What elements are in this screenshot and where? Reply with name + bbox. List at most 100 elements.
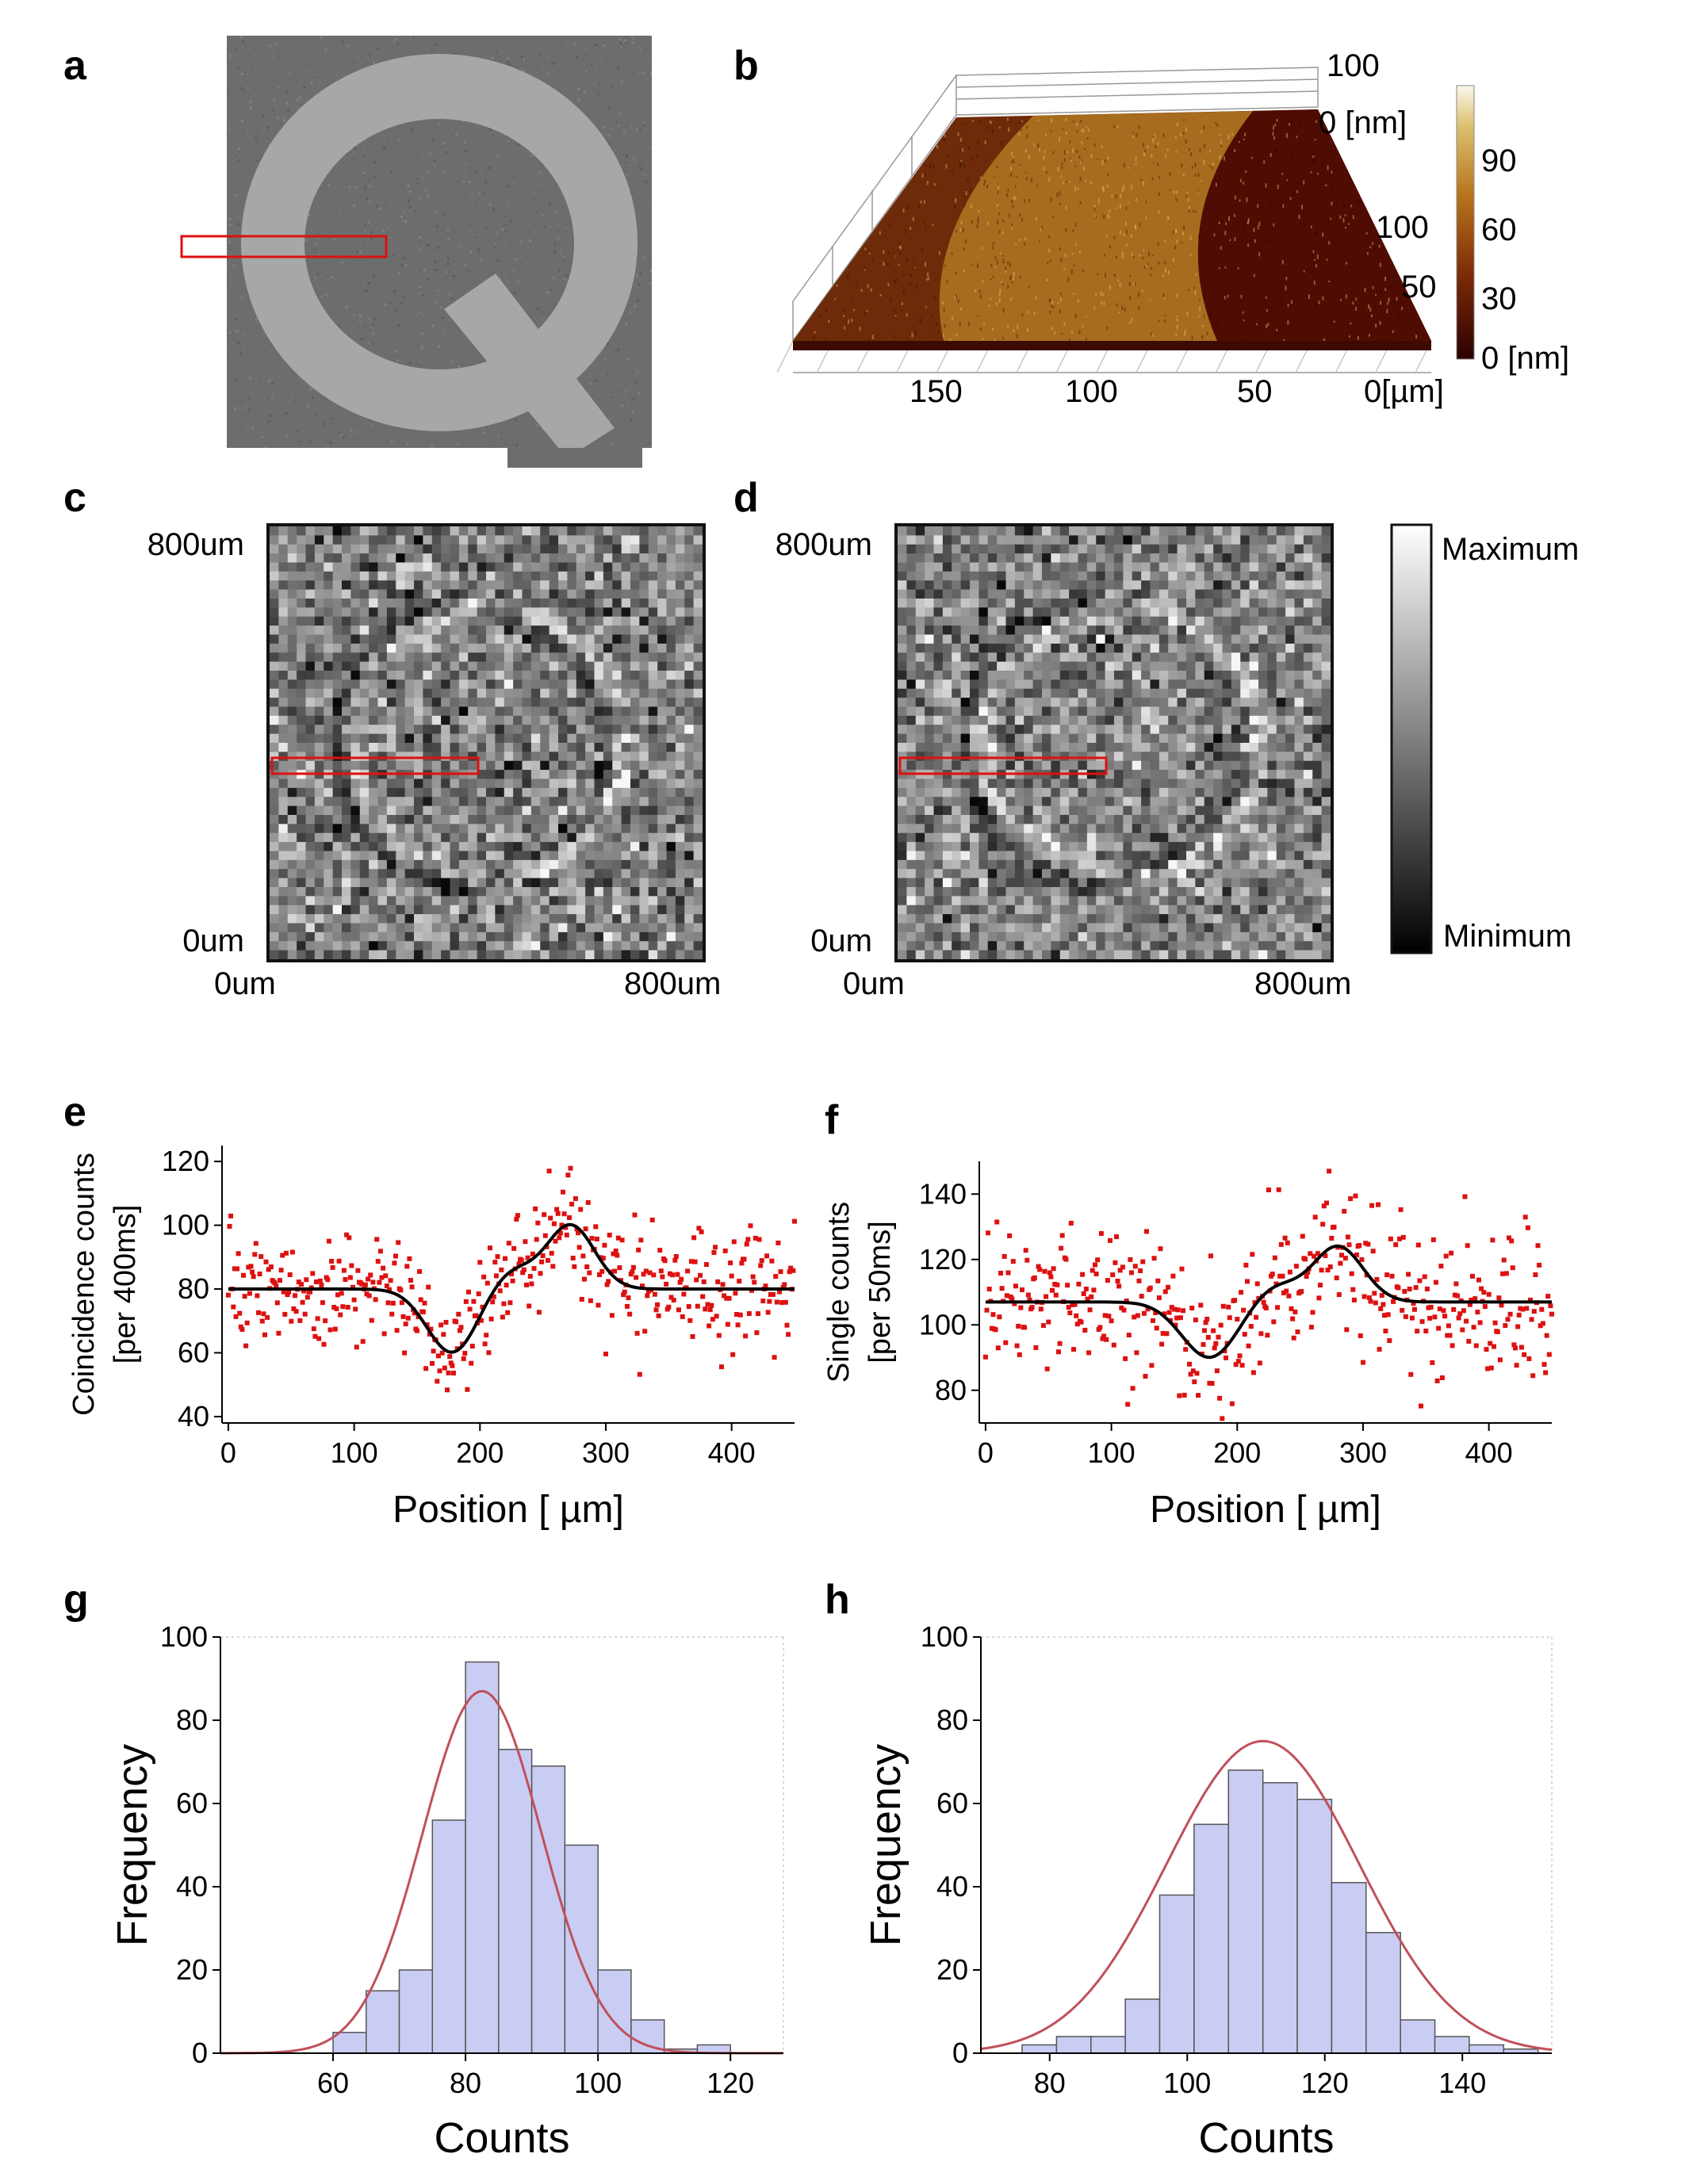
afm-texture [1074, 186, 1076, 191]
pixel [603, 859, 613, 870]
texture-dot [369, 54, 372, 57]
pixel [594, 671, 604, 680]
texture-dot [446, 39, 449, 42]
pixel [486, 805, 496, 816]
pixel [621, 787, 631, 797]
afm-texture [1194, 174, 1197, 177]
pixel [558, 914, 568, 924]
texture-dot [636, 128, 639, 132]
afm-texture [955, 230, 957, 233]
pixel [1276, 571, 1286, 581]
texture-dot [363, 304, 366, 307]
pixel [305, 634, 316, 644]
pixel [675, 589, 685, 599]
afm-texture [1021, 217, 1024, 222]
pixel [898, 526, 907, 536]
texture-dot [339, 48, 342, 51]
afm-texture [1314, 258, 1316, 262]
texture-dot [386, 288, 389, 291]
pixel [369, 743, 379, 752]
pixel [942, 526, 952, 536]
afm-texture [904, 228, 906, 234]
pixel [603, 752, 613, 762]
pixel [342, 698, 351, 708]
afm-texture [1021, 120, 1023, 123]
pixel [404, 859, 415, 870]
afm-texture [1341, 205, 1343, 208]
afm-texture [1073, 265, 1075, 267]
texture-dot [565, 224, 568, 227]
pixel [1032, 544, 1043, 554]
pixel [585, 607, 595, 618]
texture-dot [359, 250, 362, 253]
pixel [278, 896, 289, 906]
texture-dot [625, 161, 628, 164]
afm-texture [1101, 145, 1103, 148]
texture-dot [431, 138, 435, 141]
afm-texture [1296, 189, 1298, 193]
pixel [1132, 571, 1142, 581]
pixel [495, 778, 505, 789]
afm-texture [1187, 289, 1189, 292]
pixel [630, 643, 640, 653]
pixel [342, 797, 351, 807]
pixel [1267, 544, 1277, 554]
afm-texture [1231, 132, 1234, 136]
texture-dot [438, 345, 441, 348]
afm-texture [1151, 334, 1154, 337]
pixel [675, 661, 685, 671]
texture-dot [428, 249, 431, 252]
pixel [576, 625, 586, 636]
pixel [594, 842, 604, 852]
texture-dot [546, 291, 549, 294]
pixel [314, 553, 324, 564]
afm-texture [1195, 273, 1197, 276]
pixel [458, 887, 469, 897]
pixel [458, 896, 469, 906]
pixel [1078, 535, 1088, 545]
pixel [666, 688, 676, 698]
afm-texture [1013, 155, 1015, 159]
texture-dot [318, 82, 321, 85]
texture-dot [271, 109, 274, 112]
pixel [530, 607, 541, 618]
afm-texture [1143, 266, 1146, 269]
pixel [675, 787, 685, 797]
pixel [522, 878, 532, 888]
pixel [287, 634, 297, 644]
texture-dot [265, 426, 268, 429]
pixel [567, 698, 577, 708]
afm-texture [1384, 288, 1387, 291]
afm-texture [1200, 262, 1202, 266]
texture-dot [558, 261, 561, 263]
pixel [1195, 526, 1205, 536]
afm-texture [819, 313, 821, 317]
pixel [369, 607, 379, 618]
pixel [342, 526, 351, 536]
afm-texture [1203, 125, 1205, 130]
pixel [396, 941, 406, 951]
pixel [396, 715, 406, 725]
pixel [377, 580, 388, 591]
afm-texture [1126, 243, 1128, 247]
afm-texture [1258, 159, 1260, 163]
afm-texture [1354, 273, 1357, 276]
pixel [369, 797, 379, 807]
afm-texture [1357, 336, 1359, 341]
afm-texture [1056, 192, 1059, 197]
afm-texture [1070, 159, 1073, 162]
pixel [639, 931, 649, 942]
pixel [657, 931, 668, 942]
b-x-label-100: 100 [1065, 374, 1118, 409]
afm-texture [1249, 135, 1251, 140]
texture-dot [641, 82, 644, 85]
pixel [567, 832, 577, 843]
pixel [1321, 580, 1331, 591]
afm-texture [1074, 313, 1077, 318]
afm-texture [1227, 134, 1230, 140]
pixel [621, 760, 631, 771]
texture-dot [236, 67, 239, 70]
pixel [513, 725, 523, 735]
texture-dot [367, 178, 370, 182]
texture-dot [362, 171, 366, 174]
